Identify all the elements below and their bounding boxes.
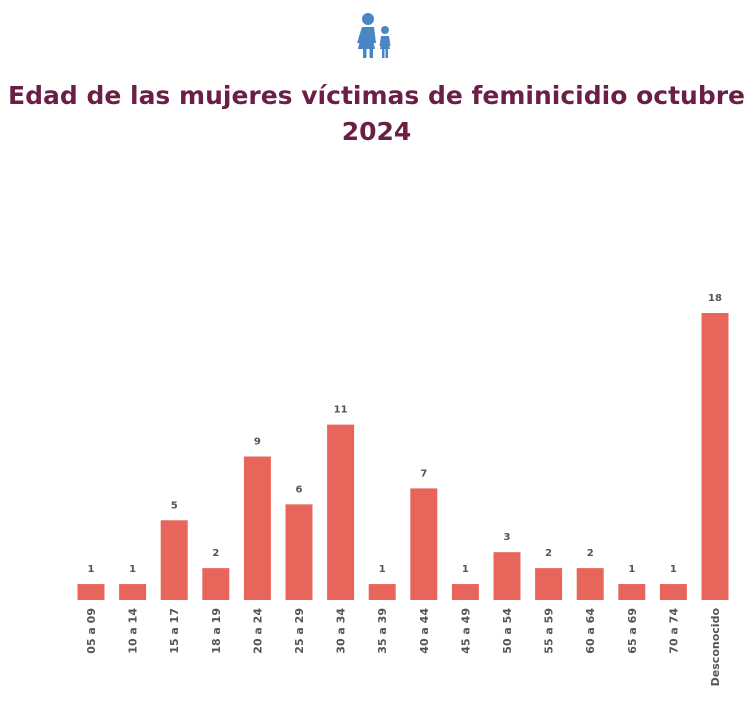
chart-title: Edad de las mujeres víctimas de feminici… [0, 78, 753, 150]
data-label-10-a-14: 1 [129, 564, 136, 575]
tick-label-55-a-59: 55 a 59 [543, 608, 556, 654]
data-label-60-a-64: 2 [587, 548, 594, 559]
bar-desconocido [701, 313, 729, 600]
bar-60-a-64 [576, 568, 604, 600]
bar-40-a-44 [410, 488, 438, 600]
bar-55-a-59 [535, 568, 563, 600]
tick-label-25-a-29: 25 a 29 [293, 608, 306, 654]
data-label-15-a-17: 5 [171, 500, 178, 511]
chart-title-line-1: Edad de las mujeres víctimas de feminici… [8, 81, 745, 110]
bar-25-a-29 [285, 504, 313, 600]
tick-label-05-a-09: 05 a 09 [85, 608, 98, 654]
tick-label-10-a-14: 10 a 14 [127, 608, 140, 654]
tick-label-desconocido: Desconocido [709, 608, 722, 687]
tick-label-70-a-74: 70 a 74 [667, 608, 680, 654]
data-label-05-a-09: 1 [88, 564, 95, 575]
data-label-35-a-39: 1 [379, 564, 386, 575]
tick-label-50-a-54: 50 a 54 [501, 608, 514, 654]
data-label-70-a-74: 1 [670, 564, 677, 575]
mother-and-daughter-icon [356, 12, 396, 60]
tick-label-65-a-69: 65 a 69 [626, 608, 639, 654]
tick-label-18-a-19: 18 a 19 [210, 608, 223, 654]
data-label-50-a-54: 3 [504, 532, 511, 543]
tick-label-30-a-34: 30 a 34 [335, 608, 348, 654]
bar-05-a-09 [77, 584, 105, 600]
chart-title-line-2: 2024 [341, 117, 412, 146]
data-label-55-a-59: 2 [545, 548, 552, 559]
bar-18-a-19 [202, 568, 230, 600]
bar-20-a-24 [243, 456, 271, 600]
data-label-20-a-24: 9 [254, 437, 261, 448]
tick-label-35-a-39: 35 a 39 [376, 608, 389, 654]
bar-10-a-14 [119, 584, 147, 600]
data-label-30-a-34: 11 [334, 405, 348, 416]
tick-label-40-a-44: 40 a 44 [418, 608, 431, 654]
bar-50-a-54 [493, 552, 521, 600]
data-label-18-a-19: 2 [212, 548, 219, 559]
bar-65-a-69 [618, 584, 646, 600]
tick-label-45-a-49: 45 a 49 [459, 608, 472, 654]
data-label-65-a-69: 1 [628, 564, 635, 575]
data-label-45-a-49: 1 [462, 564, 469, 575]
bar-35-a-39 [368, 584, 396, 600]
tick-label-60-a-64: 60 a 64 [584, 608, 597, 654]
bar-15-a-17 [160, 520, 188, 600]
data-label-40-a-44: 7 [420, 468, 427, 479]
bar-45-a-49 [451, 584, 479, 600]
tick-label-15-a-17: 15 a 17 [168, 608, 181, 654]
tick-label-20-a-24: 20 a 24 [251, 608, 264, 654]
data-label-25-a-29: 6 [296, 484, 303, 495]
data-label-desconocido: 18 [708, 293, 722, 304]
bar-30-a-34 [327, 424, 355, 600]
bar-70-a-74 [659, 584, 687, 600]
